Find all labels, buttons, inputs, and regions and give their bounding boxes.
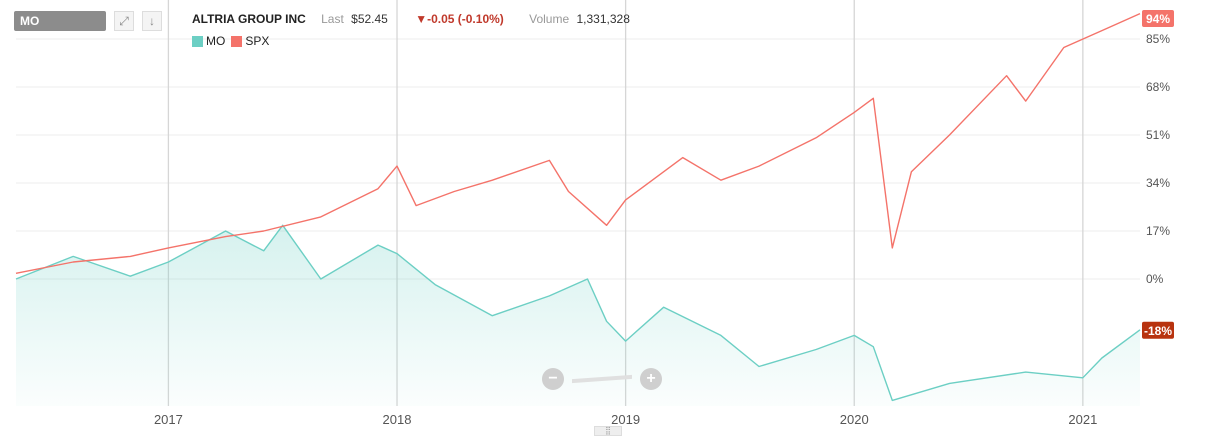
chart-legend: MO SPX	[192, 34, 275, 48]
company-name: ALTRIA GROUP INC	[192, 12, 306, 26]
volume-value: 1,331,328	[576, 12, 630, 26]
chart-axes: 85% 68% 51% 34% 17% 0% 2017 2018 2019 2020 2021	[154, 32, 1170, 427]
zoom-slider[interactable]	[572, 374, 632, 384]
x-tick-label: 2019	[611, 412, 640, 427]
chart-toolbar: MO ⤢ ↓	[14, 10, 162, 32]
end-badge-mo	[1142, 321, 1174, 339]
end-badge-spx	[1142, 10, 1174, 27]
y-tick-label: 34%	[1146, 176, 1170, 190]
end-label-spx: 94%	[1146, 12, 1170, 26]
download-button[interactable]: ↓	[142, 11, 162, 31]
legend-item-mo[interactable]: MO	[192, 34, 225, 48]
end-labels: -18% 94%	[1142, 10, 1174, 339]
y-tick-label: 85%	[1146, 32, 1170, 46]
zoom-out-button[interactable]: −	[542, 368, 564, 390]
series-line-spx	[15, 12, 1141, 274]
resize-grip[interactable]: ⣿	[594, 426, 622, 436]
y-tick-label: 68%	[1146, 80, 1170, 94]
y-tick-label: 17%	[1146, 224, 1170, 238]
legend-swatch-spx	[231, 35, 243, 47]
expand-icon: ⤢	[119, 14, 129, 28]
x-tick-label: 2021	[1068, 412, 1097, 427]
zoom-control: − +	[542, 368, 666, 390]
end-label-mo: -18%	[1144, 324, 1172, 338]
chart-series	[15, 12, 1141, 406]
series-area-mo	[16, 225, 1140, 406]
legend-label-spx: SPX	[245, 34, 270, 48]
zoom-in-button[interactable]: +	[640, 368, 662, 390]
expand-button[interactable]: ⤢	[114, 11, 134, 31]
y-tick-label: 0%	[1146, 272, 1164, 286]
price-change: ▼-0.05 (-0.10%)	[415, 12, 504, 26]
symbol-input[interactable]: MO	[14, 11, 106, 31]
y-tick-label: 51%	[1146, 128, 1170, 142]
legend-label-mo: MO	[206, 34, 226, 48]
last-price: $52.45	[351, 12, 388, 26]
legend-item-spx[interactable]: SPX	[231, 34, 269, 48]
last-label: Last	[321, 12, 344, 26]
download-icon: ↓	[149, 14, 155, 28]
x-tick-label: 2017	[154, 412, 183, 427]
quote-header: ALTRIA GROUP INC Last $52.45 ▼-0.05 (-0.…	[192, 12, 630, 26]
series-line-mo	[15, 224, 1141, 402]
legend-swatch-mo	[192, 35, 203, 47]
x-tick-label: 2018	[383, 412, 412, 427]
x-tick-label: 2020	[840, 412, 869, 427]
volume-label: Volume	[529, 12, 570, 26]
